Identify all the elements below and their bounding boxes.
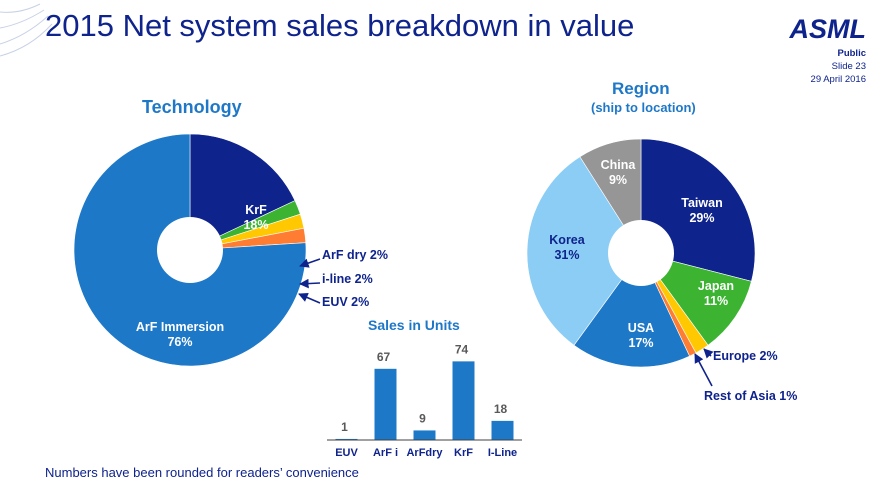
- pie-slice-korea: [526, 156, 642, 346]
- bar-arfdry: [413, 430, 436, 440]
- units-chart-title: Sales in Units: [368, 317, 460, 333]
- pie-slice-krf: [189, 133, 296, 251]
- bar-euv: [335, 438, 358, 440]
- label-arrow-euv: [298, 292, 321, 304]
- classification-label: Public: [837, 48, 866, 59]
- pie-label-arf-dry: ArF dry 2%: [322, 248, 388, 262]
- region-chart-subtitle: (ship to location): [591, 100, 696, 115]
- slide-number: Slide 23: [831, 61, 866, 72]
- bar-value-arfdry: 9: [419, 411, 426, 425]
- pie-slice-usa: [573, 252, 690, 368]
- pie-label-china: China 9%: [601, 158, 637, 187]
- label-arrow-i-line: [299, 278, 321, 289]
- bar-value-i-line: 18: [494, 402, 508, 416]
- slide-date: 29 April 2016: [810, 74, 866, 85]
- technology-pie: KrF 18% ArF dry 2% i-line 2% EUV 2% ArF Immer…: [73, 133, 388, 367]
- pie-hole: [157, 217, 223, 283]
- region-pie: Taiwan 29% Japan 11% Europe 2% Rest of Asia 1…: [526, 138, 797, 403]
- bar-arf-i: [374, 368, 397, 440]
- sales-units-bar-chart: 1 EUV 67 ArF i 9 ArFdry 74 KrF 18 I-Line: [327, 342, 522, 459]
- footnote: Numbers have been rounded for readers’ c…: [45, 465, 359, 480]
- page-title: 2015 Net system sales breakdown in value: [45, 8, 635, 43]
- bar-krf: [452, 361, 475, 440]
- pie-label-taiwan: Taiwan 29%: [681, 196, 722, 225]
- label-arrow-rest-of-asia: [694, 353, 713, 387]
- technology-chart-title: Technology: [142, 97, 242, 117]
- pie-label-europe: Europe 2%: [713, 349, 778, 363]
- pie-label-japan: Japan 11%: [698, 279, 734, 308]
- region-chart-title: Region: [612, 79, 670, 98]
- bar-category-i-line: I-Line: [488, 447, 517, 459]
- bar-value-euv: 1: [341, 420, 348, 434]
- pie-label-korea: Korea 31%: [549, 233, 585, 262]
- label-arrow-arf-dry: [299, 258, 321, 268]
- bar-category-arf-i: ArF i: [373, 447, 398, 459]
- bar-category-euv: EUV: [335, 447, 358, 459]
- pie-label-euv: EUV 2%: [322, 295, 369, 309]
- bar-i-line: [491, 420, 514, 440]
- bar-value-krf: 74: [455, 342, 469, 356]
- pie-label-rest-of-asia: Rest of Asia 1%: [704, 389, 797, 403]
- pie-slice-arf-immersion: [73, 133, 307, 367]
- asml-logo: ASML: [789, 14, 867, 44]
- pie-hole: [608, 220, 674, 286]
- bar-category-krf: KrF: [454, 447, 473, 459]
- label-arrow-europe: [703, 348, 714, 359]
- bar-category-arfdry: ArFdry: [406, 447, 443, 459]
- decorative-lines: [0, 3, 53, 57]
- pie-label-krf: KrF 18%: [243, 203, 268, 232]
- pie-label-arf-immersion: ArF Immersion 76%: [136, 320, 224, 349]
- pie-label-usa: USA 17%: [628, 321, 654, 350]
- bar-value-arf-i: 67: [377, 350, 391, 364]
- pie-label-i-line: i-line 2%: [322, 272, 373, 286]
- pie-slice-japan: [640, 252, 752, 346]
